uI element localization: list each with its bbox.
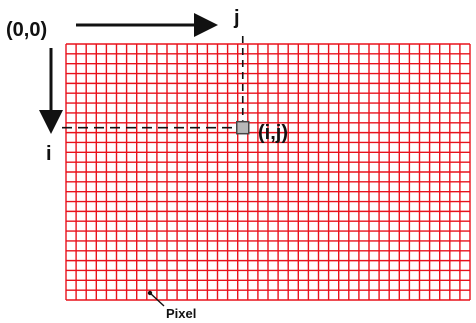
cell-coordinate-label: (i,j): [258, 122, 288, 144]
pixel-pointer-line: [149, 292, 165, 307]
pixel-grid: [65, 43, 471, 301]
pixel-pointer-dot: [147, 290, 153, 296]
pixel-label: Pixel: [166, 306, 196, 321]
origin-label: (0,0): [6, 19, 47, 41]
highlighted-pixel-cell: [236, 120, 250, 135]
column-axis-label: j: [233, 7, 240, 29]
row-axis-label: i: [46, 143, 52, 165]
